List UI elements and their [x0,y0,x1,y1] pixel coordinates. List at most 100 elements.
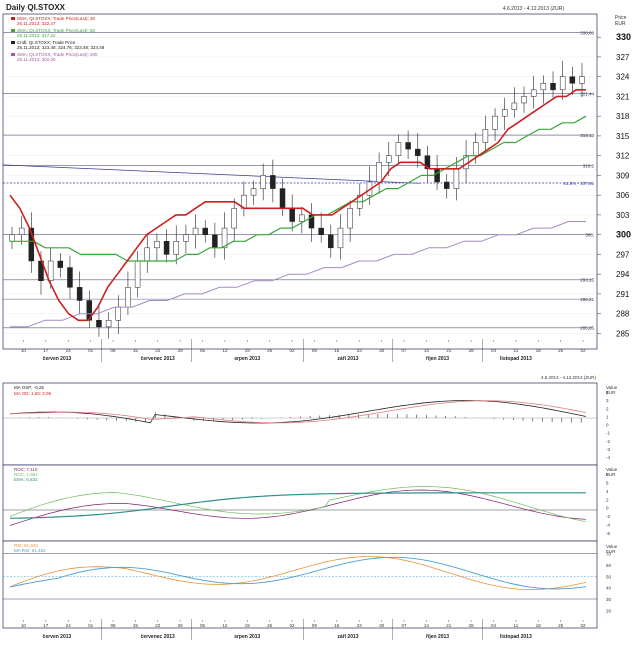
x-tick-label: 26 [267,623,273,628]
price-tick-label: 324 [616,73,630,82]
x-tick-label: 17 [43,348,49,353]
level-label: 290,21 [580,297,594,302]
x-tick-label: 12 [222,348,228,353]
roc-tick-label: 8 [606,472,609,477]
price-tick-label: 312 [616,152,630,161]
candle-body [376,162,382,183]
x-tick-label: 15 [133,348,139,353]
x-tick-label: 16 [334,623,340,628]
month-label: listopad 2013 [500,356,532,362]
price-tick-label: 306 [616,191,630,200]
rsi-axis-currency: EUR [606,549,616,554]
roc-axis-unit: Value [606,467,618,472]
rsi-panel [2,540,598,629]
x-tick-label: 09 [312,348,318,353]
x-tick-label: 29 [178,348,184,353]
legend-sma50: SMA; QI.STOXX; Trade Price(Last); 50 [17,28,95,33]
candle-body [67,267,73,288]
roc-tick-label: -2 [606,514,610,519]
x-tick-label: 08 [110,623,116,628]
macd-tick-label: 1 [606,414,609,419]
candle-body [501,109,508,117]
x-tick-label: 26 [267,348,273,353]
roc-line-2 [9,486,587,523]
candle-body [386,155,392,163]
chart-title: Daily QI.STOXX [6,3,66,12]
price-axis-currency: EUR [615,21,626,27]
candle-body [18,227,25,235]
candle-body [134,260,141,288]
x-tick-label: 18 [536,623,542,628]
roc-tick-label: -6 [606,531,610,536]
rsi-tick-label: 30 [606,597,612,602]
x-tick-label: 11 [514,348,519,353]
month-label: srpen 2013 [234,634,260,640]
candle-body [569,76,576,84]
x-tick-label: 24 [66,623,72,628]
x-tick-label: 09 [312,623,318,628]
level-label: 330,68 [580,30,594,35]
month-label: listopad 2013 [500,634,532,640]
legend-sma50-value: 25.11.2013; 317,22 [17,33,56,38]
candle-body [443,181,450,189]
candle-body [521,96,527,104]
legend-sma200-value: 25.11.2013; 302,00 [17,57,56,62]
rsi-layer: 70 60 50 40 30 20 [3,552,612,613]
level-label: 61,8% · 307,85 [563,181,594,186]
candle-body [279,188,286,209]
roc-legend-2: ROC; 1,862 [14,472,38,477]
candle-body [173,241,179,255]
macd-panel [2,382,598,466]
macd-tick-label: 4 [606,390,609,395]
trend-line [2,164,421,184]
price-legend: SMA; QI.STOXX; Trade Price(Last); 30 25.… [11,16,105,62]
candle-body [434,168,440,183]
level-label: 321,44 [580,91,594,96]
candle-body [260,175,266,189]
price-panel [2,13,598,350]
macd-signal-line [9,400,587,424]
date-range-lower: 4.6.2013 - 4.12.2013 (ZUR) [541,375,597,380]
x-tick-label: 02 [581,348,587,353]
legend-sma200: SMA; QI.STOXX; Trade Price(Last); 200 [17,52,98,57]
month-label: červen 2013 [43,356,72,362]
roc-ema-line [9,492,586,519]
x-tick-label: 11 [514,623,519,628]
month-label: červen 2013 [43,634,72,640]
x-tick-label: 05 [200,348,206,353]
roc-tick-label: 0 [606,506,609,511]
roc-panel [2,464,598,542]
candle-body [579,76,585,84]
macd-layer: 4 3 2 1 0 -1 -2 -3 -4 [3,390,610,460]
candle-body [424,155,431,170]
rsi-legend-1: RSI; 61,929 [14,543,38,548]
x-tick-label: 12 [222,623,228,628]
candles [9,60,585,339]
sma30-line [9,89,586,322]
candle-body [250,188,257,196]
month-label: září 2013 [337,356,358,362]
candle-body [347,208,353,229]
candle-body [328,234,334,249]
x-tick-label: 07 [401,348,407,353]
roc-tick-label: 2 [606,497,609,502]
rsi-tick-label: 60 [606,563,612,568]
x-tick-label: 10 [21,623,27,628]
candle-body [337,227,344,249]
x-tick-label: 10 [21,348,27,353]
roc-legend-3: EMA; 6,633 [14,477,38,482]
rsi-line [9,556,587,590]
x-tick-label: 17 [43,623,49,628]
sma50-line [10,115,587,262]
x-tick-label: 30 [379,623,385,628]
month-label: srpen 2013 [234,356,260,362]
price-tick-label: 327 [616,53,630,62]
x-tick-label: 16 [334,348,340,353]
x-tick-label: 28 [469,623,475,628]
macd-tick-label: 2 [606,406,609,411]
macd-axis-unit: Value [606,385,618,390]
candle-body [28,227,35,262]
candle-body [453,168,460,189]
x-tick-label: 25 [558,623,564,628]
